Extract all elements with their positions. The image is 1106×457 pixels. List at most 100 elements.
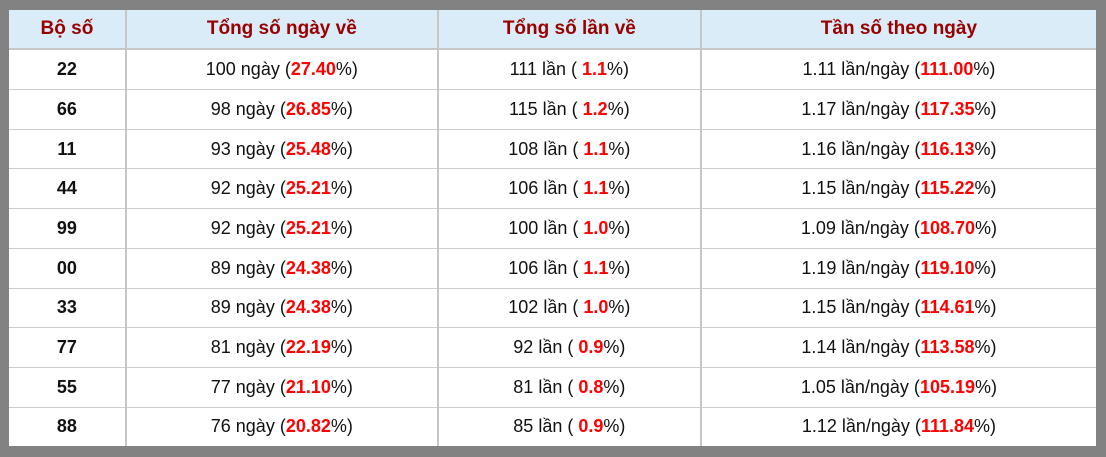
days-percent-value: 24.38: [285, 257, 331, 278]
freq-text: 1.11 lần/ngày (: [802, 59, 921, 80]
days-percent-value: 25.48: [285, 138, 331, 159]
times-cell: 100 lần ( 1.0%): [436, 208, 701, 249]
days-cell: 98 ngày (26.85%): [124, 89, 438, 130]
pair-cell: 66: [9, 89, 126, 130]
days-percent-suffix: %): [330, 138, 353, 159]
times-cell: 92 lần ( 0.9%): [436, 327, 701, 368]
days-cell: 76 ngày (20.82%): [124, 407, 438, 446]
days-percent-suffix: %): [330, 376, 353, 397]
freq-text: 1.12 lần/ngày (: [801, 416, 921, 437]
times-percent-value: 1.2: [582, 98, 608, 119]
times-percent-value: 1.0: [583, 218, 609, 238]
freq-percent-value: 113.58: [920, 337, 975, 358]
days-text: 77 ngày (: [210, 376, 286, 397]
lottery-pair-statistics-table: Bộ số Tổng số ngày về Tổng số lần về Tần…: [9, 10, 1096, 446]
days-cell: 92 ngày (25.21%): [124, 168, 438, 210]
freq-percent-value: 116.13: [920, 138, 975, 159]
days-text: 98 ngày (: [210, 98, 286, 119]
times-cell: 85 lần ( 0.9%): [436, 407, 701, 446]
days-percent-suffix: %): [335, 59, 358, 80]
days-percent-value: 26.85: [285, 98, 331, 119]
days-cell: 77 ngày (21.10%): [124, 367, 438, 408]
freq-cell: 1.11 lần/ngày (111.00%): [699, 49, 1096, 91]
days-percent-suffix: %): [330, 98, 353, 119]
days-percent-value: 20.82: [285, 416, 331, 437]
table-row: 99 92 ngày (25.21%) 100 lần ( 1.0%) 1.09…: [9, 208, 1096, 249]
pair-cell: 00: [9, 248, 126, 289]
times-cell: 108 lần ( 1.1%): [436, 129, 701, 170]
times-percent-suffix: %): [608, 257, 631, 278]
times-percent-suffix: %): [603, 337, 626, 358]
table-row: 11 93 ngày (25.48%) 108 lần ( 1.1%) 1.16…: [9, 129, 1096, 170]
days-percent-suffix: %): [330, 218, 353, 238]
col-header-pair: Bộ số: [9, 10, 126, 50]
table-row: 88 76 ngày (20.82%) 85 lần ( 0.9%) 1.12 …: [9, 407, 1096, 446]
times-cell: 106 lần ( 1.1%): [436, 248, 701, 289]
col-header-times: Tổng số lần về: [436, 10, 701, 50]
days-percent-suffix: %): [330, 337, 353, 358]
freq-percent-suffix: %): [974, 297, 997, 318]
days-percent-value: 22.19: [285, 337, 331, 358]
table-row: 77 81 ngày (22.19%) 92 lần ( 0.9%) 1.14 …: [9, 327, 1096, 368]
freq-cell: 1.15 lần/ngày (114.61%): [699, 288, 1096, 329]
pair-cell: 33: [9, 288, 126, 329]
times-percent-value: 1.1: [582, 59, 608, 80]
times-cell: 81 lần ( 0.8%): [436, 367, 701, 408]
times-percent-suffix: %): [608, 297, 631, 318]
freq-cell: 1.14 lần/ngày (113.58%): [699, 327, 1096, 368]
pair-cell: 22: [9, 49, 126, 91]
pair-cell: 99: [9, 208, 126, 249]
freq-percent-value: 117.35: [920, 98, 975, 119]
days-text: 100 ngày (: [205, 59, 291, 80]
freq-cell: 1.05 lần/ngày (105.19%): [699, 367, 1096, 408]
freq-percent-value: 114.61: [920, 297, 975, 318]
freq-text: 1.19 lần/ngày (: [801, 257, 921, 278]
col-header-days: Tổng số ngày về: [124, 10, 438, 50]
days-cell: 92 ngày (25.21%): [124, 208, 438, 249]
freq-text: 1.14 lần/ngày (: [801, 337, 921, 358]
times-cell: 106 lần ( 1.1%): [436, 168, 701, 210]
times-percent-suffix: %): [603, 376, 626, 397]
times-percent-value: 1.1: [583, 257, 609, 278]
freq-cell: 1.19 lần/ngày (119.10%): [699, 248, 1096, 289]
times-text: 115 lần (: [508, 98, 583, 119]
freq-cell: 1.15 lần/ngày (115.22%): [699, 168, 1096, 210]
pair-cell: 55: [9, 367, 126, 408]
freq-cell: 1.09 lần/ngày (108.70%): [699, 208, 1096, 249]
freq-percent-suffix: %): [974, 98, 997, 119]
header-row: Bộ số Tổng số ngày về Tổng số lần về Tần…: [9, 10, 1096, 50]
days-text: 81 ngày (: [210, 337, 286, 358]
days-percent-value: 25.21: [285, 178, 331, 199]
freq-percent-value: 111.84: [920, 416, 975, 437]
times-percent-value: 0.9: [578, 337, 604, 358]
pair-cell: 44: [9, 168, 126, 210]
table-row: 44 92 ngày (25.21%) 106 lần ( 1.1%) 1.15…: [9, 168, 1096, 210]
freq-cell: 1.17 lần/ngày (117.35%): [699, 89, 1096, 130]
freq-percent-suffix: %): [975, 218, 997, 238]
freq-percent-suffix: %): [973, 59, 996, 80]
days-text: 89 ngày (: [210, 257, 286, 278]
days-percent-value: 27.40: [290, 59, 336, 80]
pair-cell: 11: [9, 129, 126, 170]
days-percent-suffix: %): [330, 297, 353, 318]
freq-percent-value: 105.19: [919, 376, 975, 397]
days-percent-suffix: %): [330, 257, 353, 278]
times-percent-value: 1.0: [583, 297, 609, 318]
freq-percent-suffix: %): [974, 257, 997, 278]
freq-cell: 1.16 lần/ngày (116.13%): [699, 129, 1096, 170]
times-percent-suffix: %): [607, 59, 630, 80]
times-percent-value: 0.9: [578, 416, 604, 437]
days-cell: 93 ngày (25.48%): [124, 129, 438, 170]
freq-text: 1.05 lần/ngày (: [800, 376, 920, 397]
days-percent-value: 21.10: [285, 376, 331, 397]
table-row: 00 89 ngày (24.38%) 106 lần ( 1.1%) 1.19…: [9, 248, 1096, 289]
freq-percent-suffix: %): [975, 376, 997, 397]
times-text: 100 lần (: [508, 218, 584, 238]
days-cell: 89 ngày (24.38%): [124, 288, 438, 329]
times-percent-suffix: %): [607, 98, 630, 119]
freq-text: 1.15 lần/ngày (: [801, 178, 921, 199]
freq-percent-suffix: %): [974, 178, 997, 199]
freq-percent-value: 111.00: [920, 59, 974, 80]
days-cell: 81 ngày (22.19%): [124, 327, 438, 368]
